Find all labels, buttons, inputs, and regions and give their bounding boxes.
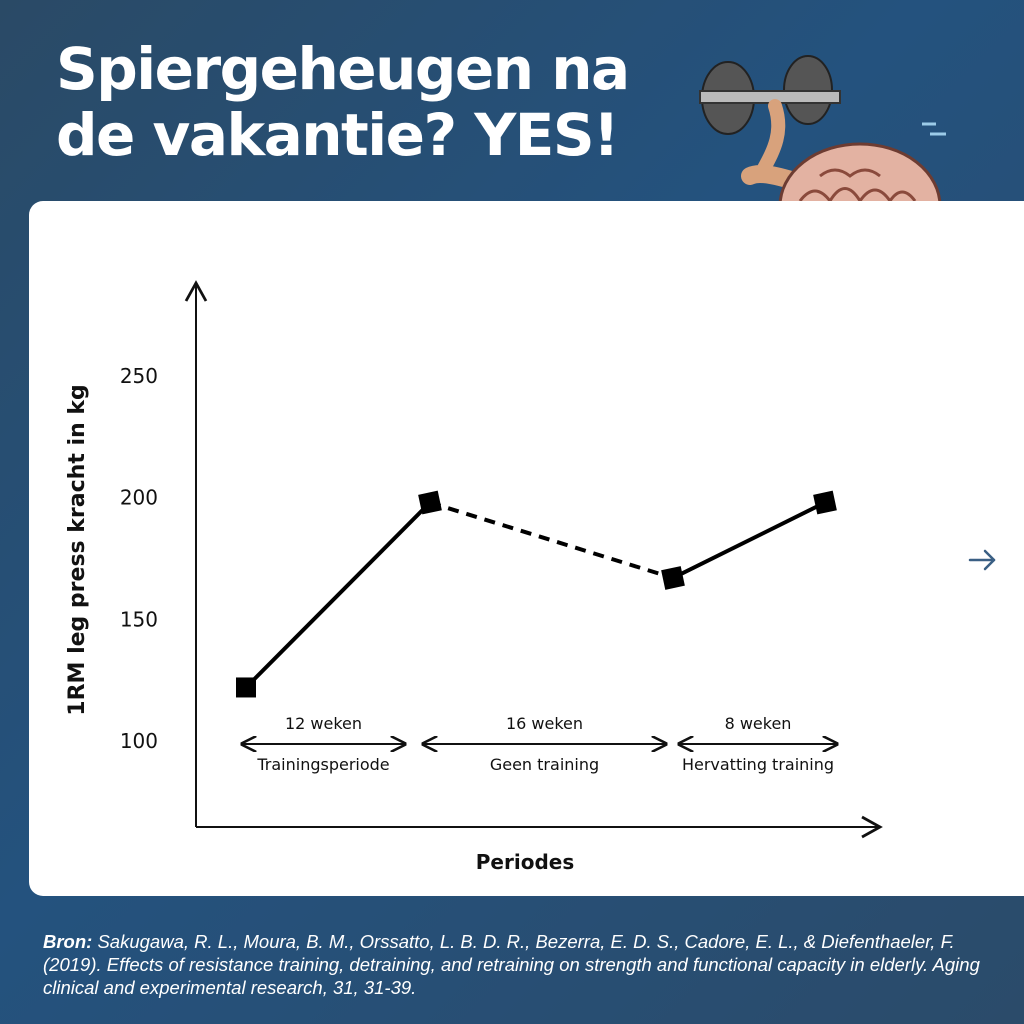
page-title: Spiergeheugen na de vakantie? YES! bbox=[56, 36, 696, 168]
period-duration-label: 8 weken bbox=[725, 714, 792, 733]
series-line-segment bbox=[672, 500, 826, 580]
y-tick-label: 250 bbox=[120, 364, 158, 388]
title-line-2: de vakantie? YES! bbox=[56, 101, 620, 169]
data-point bbox=[236, 677, 256, 698]
y-tick-label: 150 bbox=[120, 607, 158, 631]
data-point bbox=[813, 490, 837, 515]
arrow-right-icon[interactable] bbox=[962, 540, 1002, 580]
source-citation: Bron: Sakugawa, R. L., Moura, B. M., Ors… bbox=[43, 930, 993, 999]
y-axis-title: 1RM leg press kracht in kg bbox=[65, 384, 90, 715]
period-duration-label: 12 weken bbox=[285, 714, 362, 733]
series-line-segment bbox=[244, 501, 432, 689]
chart-card bbox=[29, 201, 1024, 896]
period-name-label: Hervatting training bbox=[682, 755, 834, 774]
data-point bbox=[418, 490, 442, 515]
period-name-label: Geen training bbox=[490, 755, 599, 774]
y-tick-label: 100 bbox=[120, 729, 158, 753]
title-line-1: Spiergeheugen na bbox=[56, 35, 630, 103]
source-prefix: Bron: bbox=[43, 931, 93, 952]
series-line-segment bbox=[429, 500, 674, 580]
y-tick-label: 200 bbox=[120, 486, 158, 510]
period-name-label: Trainingsperiode bbox=[256, 755, 389, 774]
data-point bbox=[661, 566, 685, 590]
x-axis-title: Periodes bbox=[476, 850, 574, 874]
source-text: Sakugawa, R. L., Moura, B. M., Orssatto,… bbox=[43, 931, 980, 998]
period-duration-label: 16 weken bbox=[506, 714, 583, 733]
